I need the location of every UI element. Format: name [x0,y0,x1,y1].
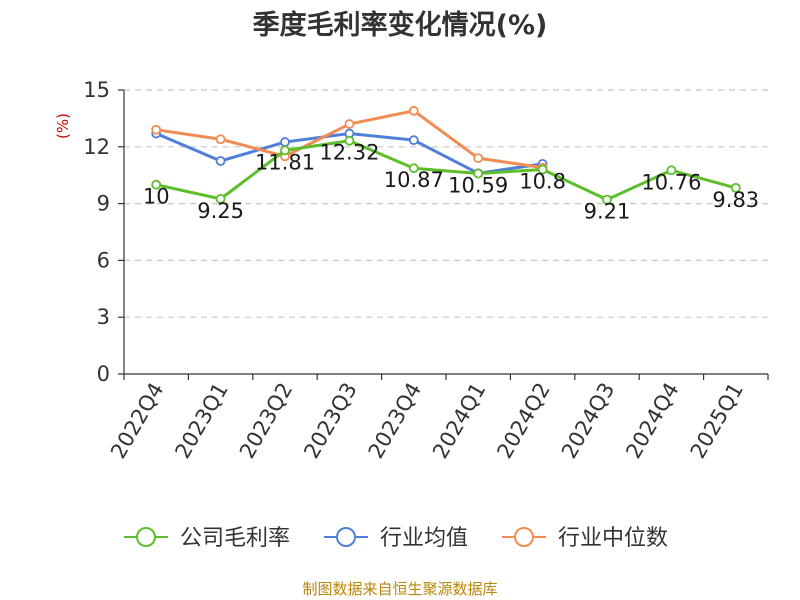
data-label-2: 11.81 [255,150,315,174]
series-2-point-0 [151,124,162,135]
x-tick-label-8: 2024Q4 [621,379,683,463]
y-tick-label-5: 15 [83,78,110,102]
y-tick-label-1: 3 [97,305,110,329]
data-label-1: 9.25 [197,199,244,223]
series-2-point-1 [215,134,226,145]
x-tick-label-3: 2023Q3 [299,379,361,463]
x-tick-label-4: 2023Q4 [364,379,426,463]
data-label-4: 10.87 [384,168,444,192]
data-label-3: 12.32 [319,141,379,165]
x-tick-label-6: 2024Q2 [492,379,554,463]
x-tick-label-7: 2024Q3 [557,379,619,463]
legend-label-1: 行业均值 [380,526,468,551]
data-label-8: 10.76 [641,170,701,194]
source-note: 制图数据来自恒生聚源数据库 [302,580,497,598]
series-2-point-5 [473,153,484,164]
x-tick-label-0: 2022Q4 [106,379,168,463]
series-0-point-4 [408,163,419,174]
y-tick-label-0: 0 [97,362,110,386]
series-layer [151,105,741,205]
series-0-point-0 [151,179,162,190]
legend-marker-1 [336,527,356,547]
legend: 公司毛利率 行业均值 行业中位数 [124,526,668,551]
x-tick-label-2: 2023Q2 [235,379,297,463]
series-line-0 [155,139,737,202]
series-0-point-1 [215,193,226,204]
data-label-9: 9.83 [712,188,759,212]
data-label-6: 10.8 [519,170,566,194]
series-1-point-4 [408,135,419,146]
series-1-point-1 [215,156,226,166]
grid-lines [124,89,768,318]
data-label-5: 10.59 [448,173,508,197]
series-0-point-5 [473,168,484,179]
series-0-point-2 [280,145,290,156]
series-2-point-4 [408,105,419,116]
series-2-point-3 [344,119,355,129]
series-1-point-2 [280,137,290,147]
y-tick-label-4: 12 [83,135,110,159]
series-0-point-3 [344,135,355,146]
series-0-point-9 [730,182,741,193]
chart-title: 季度毛利率变化情况(%) [253,9,548,41]
x-tick-label-9: 2025Q1 [686,379,748,463]
y-tick-label-2: 6 [97,248,110,272]
series-0-point-7 [602,194,612,205]
series-0-point-6 [537,164,548,175]
legend-label-2: 行业中位数 [558,526,668,551]
y-tick-label-3: 9 [97,192,110,216]
y-axis-label: (%) [54,113,72,139]
x-tick-label-1: 2023Q1 [170,379,232,463]
data-label-7: 9.21 [584,200,631,224]
data-label-0: 10 [143,185,170,209]
legend-marker-2 [514,527,534,547]
series-0-point-8 [666,165,677,176]
legend-label-0: 公司毛利率 [180,526,290,551]
x-tick-label-5: 2024Q1 [428,379,490,463]
legend-marker-0 [136,527,156,547]
